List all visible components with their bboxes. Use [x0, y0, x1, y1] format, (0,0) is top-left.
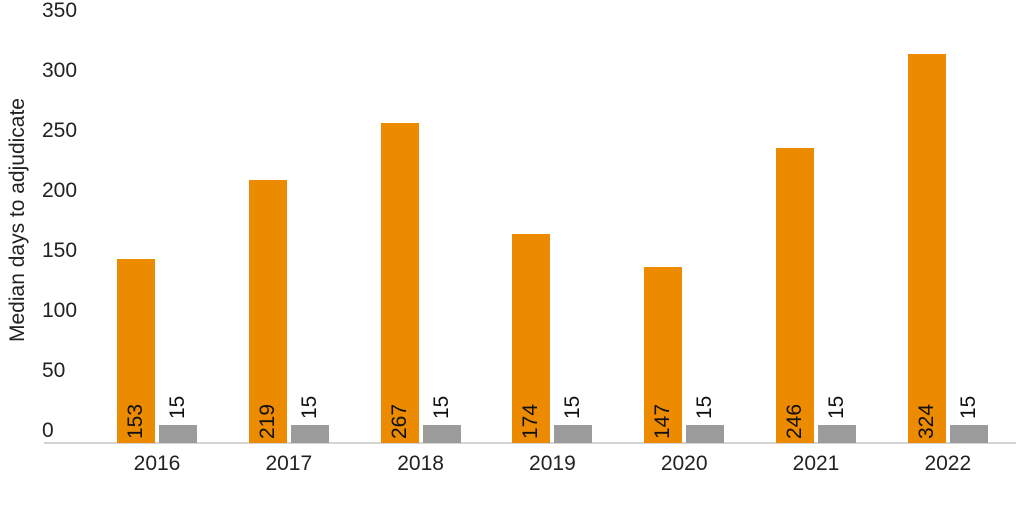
x-tick-label: 2018 — [397, 452, 444, 475]
y-tick-label: 300 — [42, 59, 78, 82]
bar-value-label: 246 — [783, 403, 806, 439]
x-tick-label: 2016 — [133, 452, 181, 475]
bar-2018-series-1 — [380, 122, 419, 443]
x-tick-label: 2020 — [660, 452, 708, 475]
bar-2021-series-2 — [818, 425, 856, 443]
bar-2016-series-2 — [159, 425, 197, 443]
bar-2020-series-1 — [644, 266, 683, 443]
bar-value-label: 15 — [166, 395, 189, 419]
bar-2019-series-2 — [554, 425, 593, 443]
bar-value-label: 267 — [387, 403, 411, 439]
y-tick-label: 150 — [42, 239, 78, 262]
bar-2022-series-1 — [907, 54, 946, 443]
bar-value-label: 174 — [519, 403, 543, 439]
y-tick-label: 200 — [42, 179, 78, 202]
bar-value-label: 219 — [255, 403, 279, 439]
bar-value-label: 15 — [429, 395, 453, 419]
bar-value-label: 153 — [124, 403, 147, 439]
x-axis-line — [44, 442, 1016, 444]
y-tick-label: 50 — [42, 359, 66, 382]
bar-2022-series-2 — [949, 425, 988, 443]
bar-2019-series-1 — [512, 234, 551, 443]
bar-value-label: 15 — [561, 395, 585, 419]
x-tick-label: 2019 — [529, 452, 576, 475]
bar-2020-series-2 — [686, 425, 725, 443]
x-tick-label: 2017 — [265, 452, 313, 475]
y-axis-label: Median days to adjudicate — [6, 98, 29, 342]
x-tick-label: 2021 — [792, 452, 840, 475]
bar-value-label: 15 — [693, 395, 717, 419]
bar-value-label: 147 — [651, 403, 675, 439]
bar-value-label: 15 — [297, 395, 321, 419]
bar-2018-series-2 — [422, 425, 461, 443]
y-tick-label: 350 — [42, 0, 78, 22]
bar-2021-series-1 — [776, 147, 814, 443]
bar-2017-series-2 — [290, 425, 329, 443]
bar-value-label: 15 — [825, 395, 848, 419]
y-tick-label: 250 — [42, 119, 78, 142]
x-tick-label: 2022 — [924, 452, 972, 475]
bar-2016-series-1 — [117, 259, 155, 443]
bar-2017-series-1 — [248, 180, 287, 443]
bar-value-label: 15 — [956, 395, 980, 419]
y-tick-label: 0 — [42, 419, 54, 442]
y-tick-label: 100 — [42, 299, 78, 322]
bar-value-label: 324 — [914, 403, 938, 439]
